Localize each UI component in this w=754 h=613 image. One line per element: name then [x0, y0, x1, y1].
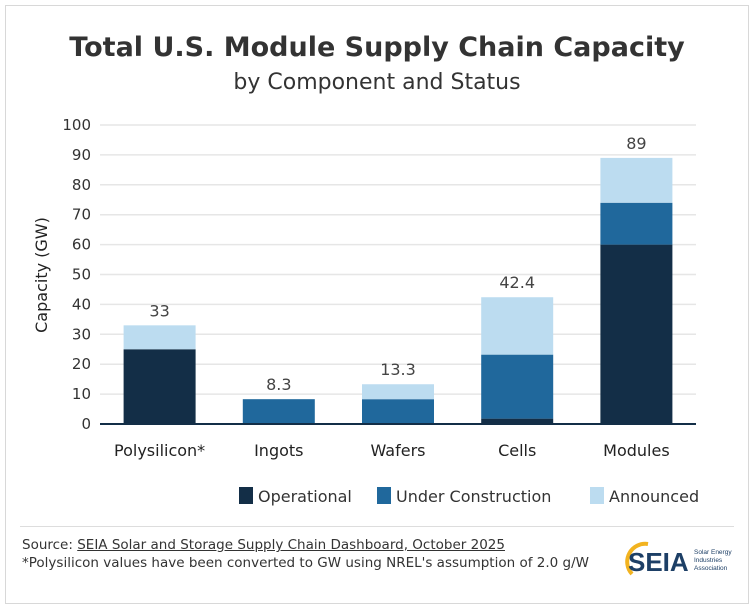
y-tick-label: 0	[81, 415, 91, 433]
total-label: 42.4	[499, 273, 535, 292]
chart-title: Total U.S. Module Supply Chain Capacity	[69, 32, 685, 63]
bar-announced	[481, 297, 554, 355]
svg-text:Association: Association	[694, 565, 728, 572]
footnote: *Polysilicon values have been converted …	[22, 555, 589, 571]
total-label: 13.3	[380, 360, 416, 379]
bar-announced	[600, 157, 673, 203]
source-prefix: Source:	[22, 537, 78, 553]
total-label: 33	[149, 301, 169, 320]
svg-text:Solar Energy: Solar Energy	[694, 549, 732, 556]
x-tick-label: Wafers	[371, 441, 426, 460]
bar-chart: 0 10 20 30 40 50 60 70 80 90 100 Capacity (GW) 33 Pol…	[32, 116, 699, 506]
y-tick-label: 60	[72, 236, 91, 254]
y-tick-label: 80	[72, 176, 91, 194]
total-label: 8.3	[266, 375, 291, 394]
x-tick-label: Modules	[603, 441, 670, 460]
y-axis-label: Capacity (GW)	[32, 217, 51, 333]
y-tick-label: 10	[72, 385, 91, 403]
y-tick-label: 100	[62, 116, 91, 134]
svg-text:SEIA: SEIA	[628, 547, 689, 577]
bar-under-construction	[242, 399, 315, 424]
legend-label: Announced	[609, 487, 699, 506]
seia-logo: SEIA Solar Energy Industries Association	[625, 541, 732, 577]
bar-operational	[481, 418, 554, 424]
bar-announced	[123, 325, 196, 350]
y-tick-label: 70	[72, 206, 91, 224]
legend-swatch	[590, 487, 604, 504]
y-tick-label: 30	[72, 325, 91, 343]
total-label: 89	[626, 134, 646, 153]
bar-operational	[600, 244, 673, 424]
y-tick-label: 40	[72, 295, 91, 313]
bar-operational	[123, 349, 196, 424]
legend-label: Under Construction	[396, 487, 551, 506]
x-tick-label: Ingots	[254, 441, 303, 460]
source-link[interactable]: SEIA Solar and Storage Supply Chain Dash…	[77, 537, 505, 553]
footer: Source: SEIA Solar and Storage Supply Ch…	[22, 536, 592, 572]
legend-swatch	[239, 487, 253, 504]
y-tick-label: 20	[72, 355, 91, 373]
y-tick-label: 50	[72, 266, 91, 284]
chart-subtitle: by Component and Status	[233, 70, 521, 95]
bar-announced	[362, 384, 434, 400]
bar-under-construction	[362, 399, 434, 424]
svg-text:Industries: Industries	[694, 557, 723, 564]
x-tick-label: Cells	[498, 441, 536, 460]
footer-divider	[20, 526, 734, 527]
x-tick-label: Polysilicon*	[114, 441, 205, 460]
legend-label: Operational	[258, 487, 352, 506]
bar-under-construction	[600, 202, 673, 245]
y-tick-label: 90	[72, 146, 91, 164]
bar-under-construction	[481, 354, 554, 419]
legend-swatch	[377, 487, 391, 504]
